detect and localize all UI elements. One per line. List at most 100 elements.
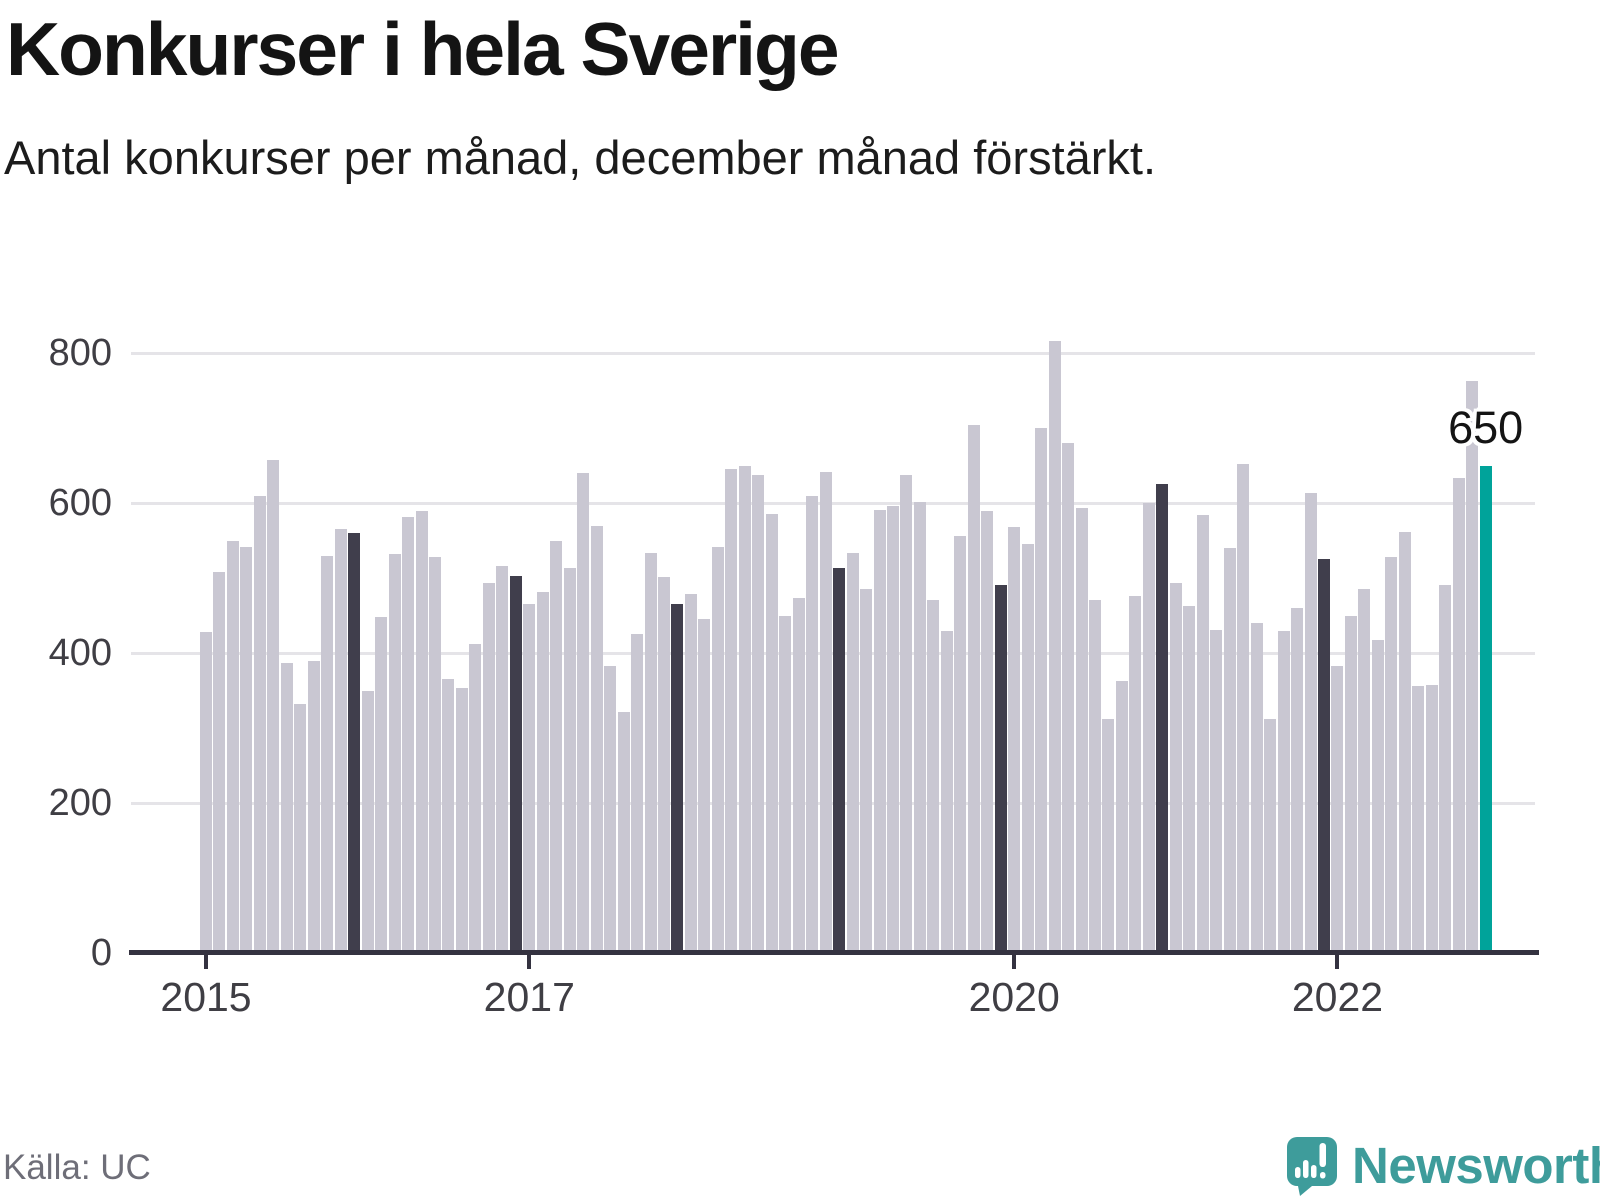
bar-2018-03 — [711, 547, 724, 953]
x-axis-tick-2020 — [1012, 953, 1017, 969]
bar-2020-08 — [1102, 719, 1115, 953]
y-axis-tick-label-400: 400 — [48, 632, 112, 674]
bar-2017-04 — [563, 567, 576, 953]
bar-2018-01 — [684, 593, 697, 953]
bar-2020-09 — [1115, 680, 1128, 953]
x-axis-tick-label-2022: 2022 — [1291, 974, 1384, 1020]
bar-2017-08 — [617, 711, 630, 953]
bar-2021-05 — [1223, 548, 1236, 953]
bar-2020-05 — [1062, 443, 1075, 953]
x-axis-line — [129, 950, 1539, 955]
bar-2021-04 — [1210, 629, 1223, 953]
x-axis-tick-label-2015: 2015 — [160, 974, 252, 1020]
source-note: Källa: UC — [3, 1148, 151, 1187]
bar-2017-07 — [604, 665, 617, 953]
bar-2016-10 — [482, 583, 495, 953]
gridline-600 — [131, 501, 1535, 505]
bar-2018-09 — [792, 597, 805, 953]
bar-2019-10 — [967, 425, 980, 953]
bar-2020-06 — [1075, 508, 1088, 953]
latest-value-annotation: 650 — [1448, 401, 1524, 453]
bar-2020-03 — [1035, 428, 1048, 953]
bar-2019-02 — [860, 589, 873, 953]
bar-2020-10 — [1129, 596, 1142, 953]
bar-2019-06 — [913, 501, 926, 953]
bar-2017-10 — [644, 553, 657, 953]
bar-2017-02 — [536, 591, 549, 953]
bar-2022-06 — [1398, 532, 1411, 953]
bar-2016-04 — [402, 517, 415, 953]
bar-2016-07 — [442, 678, 455, 953]
bar-2019-05 — [900, 475, 913, 953]
bar-2015-12 — [348, 533, 361, 953]
bar-2019-01 — [846, 553, 859, 953]
bar-2019-08 — [940, 631, 953, 953]
bar-2019-09 — [954, 536, 967, 953]
newsworthy-logo: Newsworthy — [1286, 1136, 1600, 1198]
chart-subtitle: Antal konkurser per månad, december måna… — [4, 131, 1157, 184]
bar-2020-02 — [1021, 544, 1034, 953]
bar-2022-02 — [1344, 615, 1357, 953]
bar-2022-09 — [1439, 584, 1452, 953]
bar-2021-03 — [1196, 515, 1209, 953]
bar-2015-07 — [280, 662, 293, 953]
bar-2022-01 — [1331, 665, 1344, 953]
bar-2021-01 — [1169, 582, 1182, 953]
bar-2015-03 — [226, 541, 239, 953]
y-axis-tick-label-800: 800 — [48, 332, 112, 374]
bar-2019-11 — [981, 510, 994, 953]
bar-2019-04 — [886, 506, 899, 953]
bar-2022-08 — [1425, 685, 1438, 953]
x-axis-tick-2017 — [527, 953, 532, 969]
bar-2022-05 — [1385, 557, 1398, 953]
bar-2020-01 — [1008, 527, 1021, 953]
bar-2021-06 — [1237, 464, 1250, 953]
y-axis-tick-label-600: 600 — [48, 482, 112, 524]
bar-2016-12 — [509, 575, 522, 953]
bar-2020-11 — [1142, 503, 1155, 953]
bar-2015-01 — [200, 632, 212, 953]
bar-2021-09 — [1277, 630, 1290, 953]
bar-2016-11 — [496, 566, 509, 953]
y-axis-tick-label-0: 0 — [90, 932, 112, 974]
bar-2021-08 — [1264, 719, 1277, 953]
bar-2016-09 — [469, 644, 482, 953]
bar-2022-11 — [1466, 380, 1479, 953]
x-axis-tick-label-2020: 2020 — [968, 974, 1060, 1020]
bar-2022-07 — [1412, 686, 1425, 953]
bar-2019-07 — [927, 599, 940, 953]
bar-2017-06 — [590, 525, 603, 953]
bar-2016-06 — [428, 557, 441, 953]
x-axis-tick-label-2017: 2017 — [483, 974, 575, 1020]
bar-2021-10 — [1291, 608, 1304, 953]
bar-2017-09 — [631, 633, 644, 953]
bar-2022-10 — [1452, 477, 1465, 953]
bar-2021-07 — [1250, 623, 1263, 953]
bar-2015-11 — [334, 528, 347, 953]
bar-2018-11 — [819, 472, 832, 953]
bar-2015-10 — [321, 555, 334, 953]
x-axis-tick-2015 — [204, 953, 208, 969]
bar-2015-02 — [213, 572, 226, 953]
bar-2018-04 — [725, 468, 738, 953]
y-axis-tick-label-200: 200 — [48, 782, 112, 824]
bar-2016-01 — [361, 690, 374, 953]
bar-2015-08 — [294, 704, 307, 953]
bar-2017-12 — [671, 604, 684, 953]
bar-2015-04 — [240, 546, 253, 953]
bar-2018-10 — [806, 496, 819, 953]
bar-2022-12 — [1479, 465, 1492, 953]
bar-2022-04 — [1371, 639, 1384, 953]
bar-2018-08 — [779, 616, 792, 953]
bar-2020-07 — [1089, 599, 1102, 953]
bar-2020-12 — [1156, 483, 1169, 953]
bar-2018-12 — [833, 567, 846, 953]
bar-2017-11 — [657, 577, 670, 953]
newsworthy-speech-bubble-chart-icon — [1287, 1137, 1337, 1196]
bar-2022-03 — [1358, 588, 1371, 953]
gridline-800 — [131, 351, 1535, 355]
bar-2018-07 — [765, 514, 778, 953]
bar-2017-05 — [577, 473, 590, 953]
bar-2019-12 — [994, 584, 1007, 953]
